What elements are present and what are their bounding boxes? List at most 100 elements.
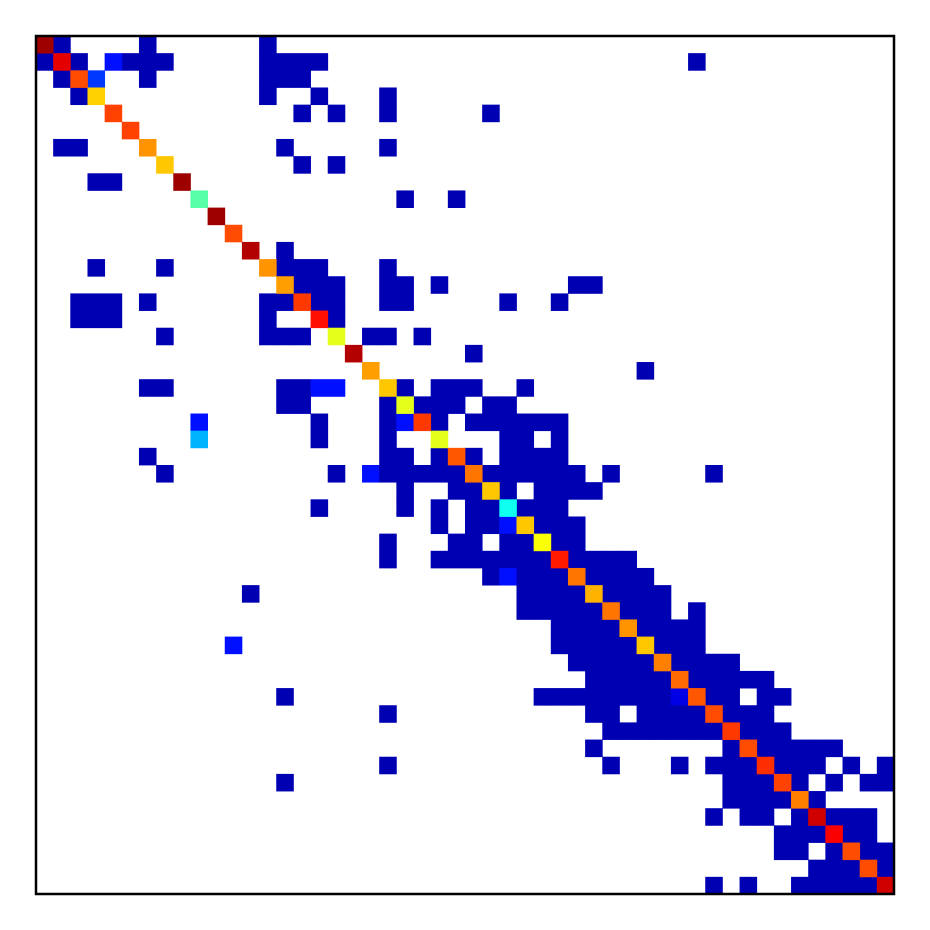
heatmap-cell xyxy=(396,190,414,208)
heatmap-cell xyxy=(602,465,620,483)
heatmap-cell xyxy=(636,362,655,380)
heatmap-cell xyxy=(585,567,603,586)
heatmap-cell xyxy=(876,842,895,861)
heatmap-cell xyxy=(773,825,792,843)
heatmap-cell xyxy=(293,396,311,414)
heatmap-cell xyxy=(653,670,672,689)
heatmap-cell xyxy=(430,379,449,397)
heatmap-cell-diagonal xyxy=(241,241,260,260)
heatmap-cell-diagonal xyxy=(653,653,672,672)
heatmap-cell xyxy=(533,413,552,432)
heatmap-cell xyxy=(585,653,603,672)
heatmap-cell xyxy=(327,276,346,294)
heatmap-cell xyxy=(842,876,861,895)
heatmap-cell xyxy=(533,602,552,620)
heatmap-cell xyxy=(447,190,466,208)
heatmap-cell-diagonal xyxy=(533,533,552,552)
heatmap-cell xyxy=(585,739,603,758)
heatmap-cell xyxy=(585,602,603,620)
heatmap-cell xyxy=(705,808,723,826)
heatmap-cell xyxy=(327,104,346,123)
heatmap-cell xyxy=(567,619,586,637)
heatmap-cell xyxy=(362,327,380,346)
heatmap-cell xyxy=(602,550,620,569)
heatmap-cell xyxy=(602,705,620,723)
heatmap-cell xyxy=(722,756,740,775)
heatmap-cell xyxy=(396,482,414,500)
heatmap-cell xyxy=(739,670,758,689)
heatmap-cell xyxy=(276,259,294,277)
heatmap-cell xyxy=(430,276,449,294)
heatmap-cell xyxy=(70,310,88,329)
heatmap-cell xyxy=(276,138,294,157)
heatmap-cell-diagonal xyxy=(705,705,723,723)
heatmap-cell xyxy=(670,705,689,723)
heatmap-cell xyxy=(688,670,706,689)
heatmap-cell xyxy=(482,396,500,414)
heatmap-cell xyxy=(550,516,569,535)
heatmap-cell xyxy=(653,705,672,723)
heatmap-cell xyxy=(138,36,157,54)
heatmap-cell xyxy=(379,327,397,346)
heatmap-cell xyxy=(739,791,758,809)
heatmap-cell xyxy=(842,859,861,878)
heatmap-cell xyxy=(773,739,792,758)
heatmap-cell xyxy=(756,705,775,723)
heatmap-cell xyxy=(859,876,878,895)
heatmap-cell xyxy=(636,585,655,603)
heatmap-cell-diagonal xyxy=(842,842,861,861)
heatmap-cell xyxy=(396,465,414,483)
heatmap-cell xyxy=(121,53,140,71)
heatmap-cell xyxy=(310,430,329,449)
heatmap-cell xyxy=(636,705,655,723)
heatmap-cell xyxy=(259,327,277,346)
heatmap-cell xyxy=(739,756,758,775)
heatmap-cell xyxy=(585,688,603,706)
heatmap-cell xyxy=(138,447,157,466)
heatmap-cell-diagonal xyxy=(259,259,277,277)
heatmap-cell xyxy=(379,293,397,311)
heatmap-cell xyxy=(705,653,723,672)
heatmap-cell xyxy=(516,379,535,397)
heatmap-cell xyxy=(413,396,432,414)
heatmap-cell-diagonal xyxy=(636,636,655,655)
heatmap-cell xyxy=(722,791,740,809)
heatmap-cell xyxy=(516,533,535,552)
heatmap-cell xyxy=(447,379,466,397)
heatmap-cell xyxy=(756,688,775,706)
heatmap-cell xyxy=(413,327,432,346)
heatmap-cell xyxy=(379,465,397,483)
heatmap-cell xyxy=(619,670,637,689)
heatmap-cell xyxy=(447,465,466,483)
heatmap-cell-diagonal xyxy=(688,688,706,706)
heatmap-cell xyxy=(619,585,637,603)
heatmap-cell xyxy=(379,756,397,775)
heatmap-cell xyxy=(688,602,706,620)
heatmap-cell xyxy=(276,773,294,792)
heatmap-cell xyxy=(636,602,655,620)
heatmap-cell-diagonal xyxy=(362,362,380,380)
heatmap-cell xyxy=(293,259,311,277)
heatmap-cell-diagonal xyxy=(602,602,620,620)
heatmap-cell-diagonal xyxy=(156,156,174,174)
heatmap-cell xyxy=(567,516,586,535)
heatmap-cell xyxy=(379,413,397,432)
heatmap-cells xyxy=(36,36,895,895)
heatmap-cell-diagonal xyxy=(344,344,363,363)
heatmap-cell xyxy=(104,293,123,311)
heatmap-cell xyxy=(293,70,311,88)
heatmap-cell xyxy=(859,808,878,826)
heatmap-cell xyxy=(276,70,294,88)
heatmap-cell xyxy=(808,739,826,758)
heatmap-cell xyxy=(310,87,329,106)
heatmap-cell xyxy=(533,585,552,603)
heatmap-cell xyxy=(739,808,758,826)
heatmap-cell xyxy=(87,173,106,191)
heatmap-cell xyxy=(70,293,88,311)
heatmap-cell-diagonal xyxy=(859,859,878,878)
heatmap-cell xyxy=(396,447,414,466)
heatmap-cell xyxy=(259,36,277,54)
heatmap-cell xyxy=(327,156,346,174)
heatmap-cell-diagonal xyxy=(293,293,311,311)
